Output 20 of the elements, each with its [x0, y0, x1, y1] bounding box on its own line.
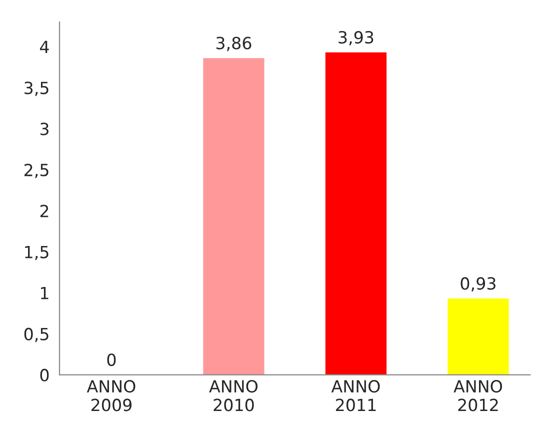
- data-label: 3,86: [216, 36, 252, 52]
- data-label: 0,93: [460, 277, 496, 292]
- y-tick-label: 3,5: [24, 82, 48, 96]
- bar: [448, 298, 509, 375]
- bar: [203, 58, 264, 375]
- x-tick-label: ANNO 2011: [331, 380, 380, 412]
- y-tick-label: 0,5: [24, 328, 48, 342]
- data-label: 3,93: [338, 31, 374, 46]
- y-tick-label: 2,5: [24, 164, 48, 178]
- x-tick-label: ANNO 2012: [454, 380, 502, 412]
- x-tick-label: ANNO 2009: [86, 380, 136, 412]
- y-tick-label: 1: [41, 286, 48, 300]
- y-tick-label: 4: [40, 40, 49, 53]
- y-tick-label: 3: [40, 122, 48, 136]
- y-tick-label: 1,5: [25, 246, 48, 260]
- bar: [325, 52, 387, 375]
- y-tick-label: 2: [40, 204, 48, 218]
- x-tick-label: ANNO 2010: [209, 380, 258, 412]
- data-label: 0: [107, 353, 116, 366]
- y-tick-label: 0: [40, 368, 49, 382]
